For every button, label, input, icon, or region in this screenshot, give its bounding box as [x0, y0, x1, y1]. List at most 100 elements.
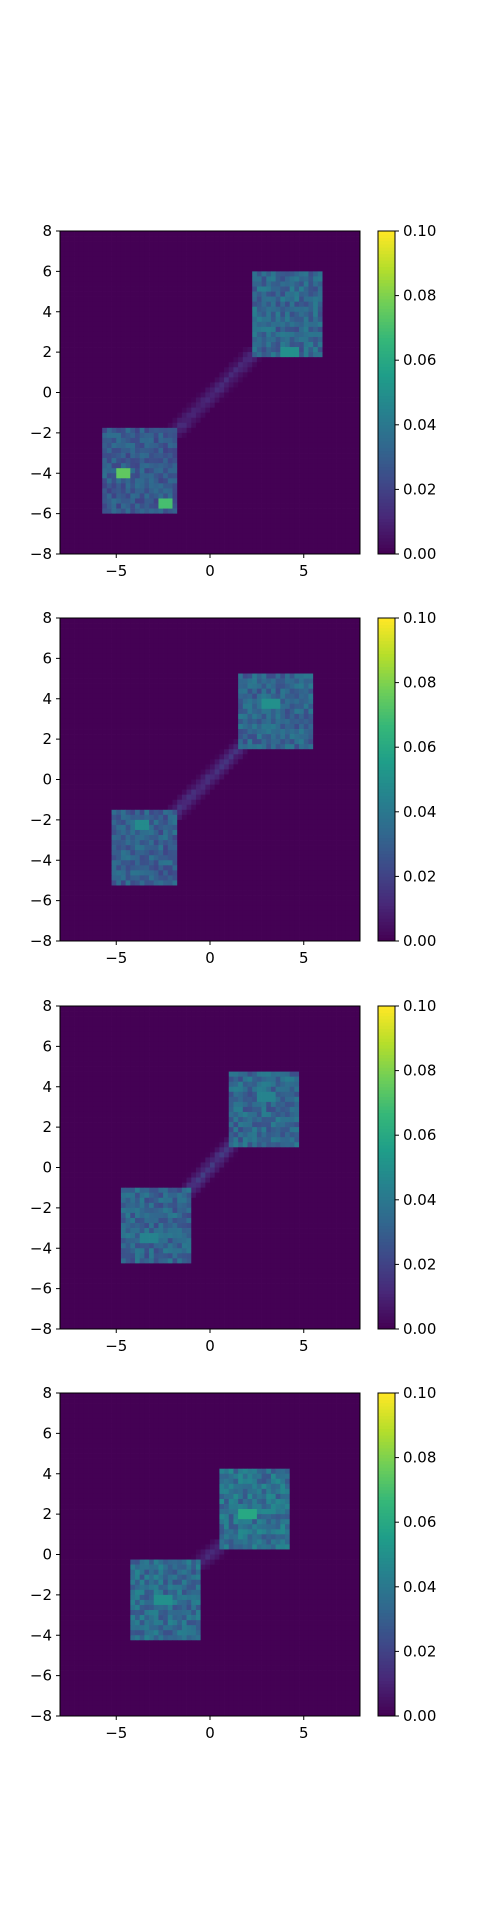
heatmap-cell: [167, 286, 173, 292]
heatmap-cell: [252, 286, 258, 292]
heatmap-cell: [186, 236, 192, 242]
heatmap-cell: [242, 493, 248, 499]
heatmap-cell: [238, 427, 244, 434]
heatmap-cell: [200, 311, 206, 318]
heatmap-cell: [125, 633, 131, 639]
heatmap-cell: [247, 427, 253, 434]
heatmap-cell: [200, 382, 206, 388]
heatmap-cell: [177, 453, 183, 459]
heatmap-cell: [275, 638, 281, 644]
heatmap-cell: [64, 663, 70, 669]
heatmap-cell: [289, 417, 295, 424]
heatmap-cell: [195, 251, 201, 257]
heatmap-cell: [111, 392, 117, 398]
heatmap-cell: [214, 458, 220, 464]
heatmap-cell: [345, 668, 351, 674]
heatmap-cell: [120, 301, 126, 308]
heatmap-cell: [130, 538, 136, 545]
heatmap-cell: [331, 271, 337, 277]
heatmap-cell: [233, 331, 239, 338]
heatmap-cell: [331, 508, 337, 514]
heatmap-cell: [341, 392, 347, 398]
heatmap-cell: [177, 281, 183, 287]
heatmap-cell: [111, 458, 117, 464]
heatmap-cell: [228, 286, 234, 292]
heatmap-cell: [153, 493, 159, 499]
heatmap-cell: [200, 367, 206, 373]
heatmap-cell: [106, 548, 112, 555]
heatmap-cell: [289, 362, 295, 368]
heatmap-cell: [205, 321, 211, 328]
heatmap-cell: [200, 432, 206, 439]
heatmap-cell: [74, 528, 80, 535]
heatmap-cell: [285, 458, 291, 464]
heatmap-cell: [116, 301, 122, 308]
heatmap-cell: [313, 663, 319, 669]
heatmap-cell: [60, 422, 66, 429]
heatmap-cell: [181, 342, 187, 348]
heatmap-cell: [120, 437, 126, 444]
heatmap-cell: [313, 402, 319, 408]
heatmap-cell: [224, 493, 230, 499]
heatmap-cell: [191, 658, 197, 664]
heatmap-cell: [294, 352, 300, 358]
heatmap-cell: [125, 387, 131, 393]
heatmap-cell: [261, 412, 267, 419]
heatmap-cell: [74, 387, 80, 393]
heatmap-cell: [214, 648, 220, 654]
heatmap-cell: [345, 362, 351, 368]
heatmap-cell: [69, 407, 75, 414]
heatmap-cell: [252, 518, 258, 525]
heatmap-cell: [139, 336, 145, 343]
heatmap-cell: [191, 663, 197, 669]
heatmap-cell: [303, 311, 309, 318]
heatmap-cell: [172, 377, 178, 383]
heatmap-cell: [125, 463, 131, 469]
heatmap-cell: [83, 276, 89, 282]
heatmap-cell: [191, 483, 197, 489]
heatmap-cell: [289, 528, 295, 535]
heatmap-cell: [294, 653, 300, 659]
heatmap-cell: [88, 633, 94, 639]
heatmap-cell: [135, 618, 141, 624]
heatmap-cell: [163, 306, 169, 313]
heatmap-cell: [149, 658, 155, 664]
heatmap-cell: [205, 301, 211, 308]
heatmap-cell: [106, 311, 112, 318]
heatmap-cell: [345, 528, 351, 535]
heatmap-cell: [289, 231, 295, 237]
heatmap-cell: [341, 663, 347, 669]
heatmap-cell: [149, 513, 155, 520]
heatmap-cell: [139, 628, 145, 634]
heatmap-cell: [78, 392, 84, 398]
heatmap-cell: [64, 628, 70, 634]
heatmap-cell: [242, 643, 248, 649]
heatmap-cell: [228, 372, 234, 378]
heatmap-cell: [331, 311, 337, 318]
heatmap-cell: [125, 468, 131, 474]
heatmap-cell: [135, 306, 141, 313]
heatmap-cell: [266, 633, 272, 639]
colorbar-tick-label: 0.06: [403, 351, 436, 369]
heatmap-cell: [242, 392, 248, 398]
heatmap-cell: [125, 638, 131, 644]
heatmap-cell: [228, 513, 234, 520]
heatmap-cell: [285, 538, 291, 545]
heatmap-cell: [172, 663, 178, 669]
heatmap-cell: [233, 473, 239, 479]
heatmap-cell: [341, 498, 347, 504]
heatmap-cell: [313, 387, 319, 393]
heatmap-cell: [322, 548, 328, 555]
heatmap-cell: [172, 372, 178, 378]
heatmap-cell: [195, 473, 201, 479]
heatmap-cell: [106, 231, 112, 237]
heatmap-cell: [186, 638, 192, 644]
heatmap-cell: [172, 518, 178, 525]
heatmap-cell: [238, 377, 244, 383]
heatmap-cell: [270, 422, 276, 429]
heatmap-cell: [60, 241, 66, 247]
heatmap-cell: [228, 668, 234, 674]
heatmap-cell: [280, 367, 286, 373]
heatmap-cell: [317, 427, 323, 434]
heatmap-cell: [322, 543, 328, 550]
